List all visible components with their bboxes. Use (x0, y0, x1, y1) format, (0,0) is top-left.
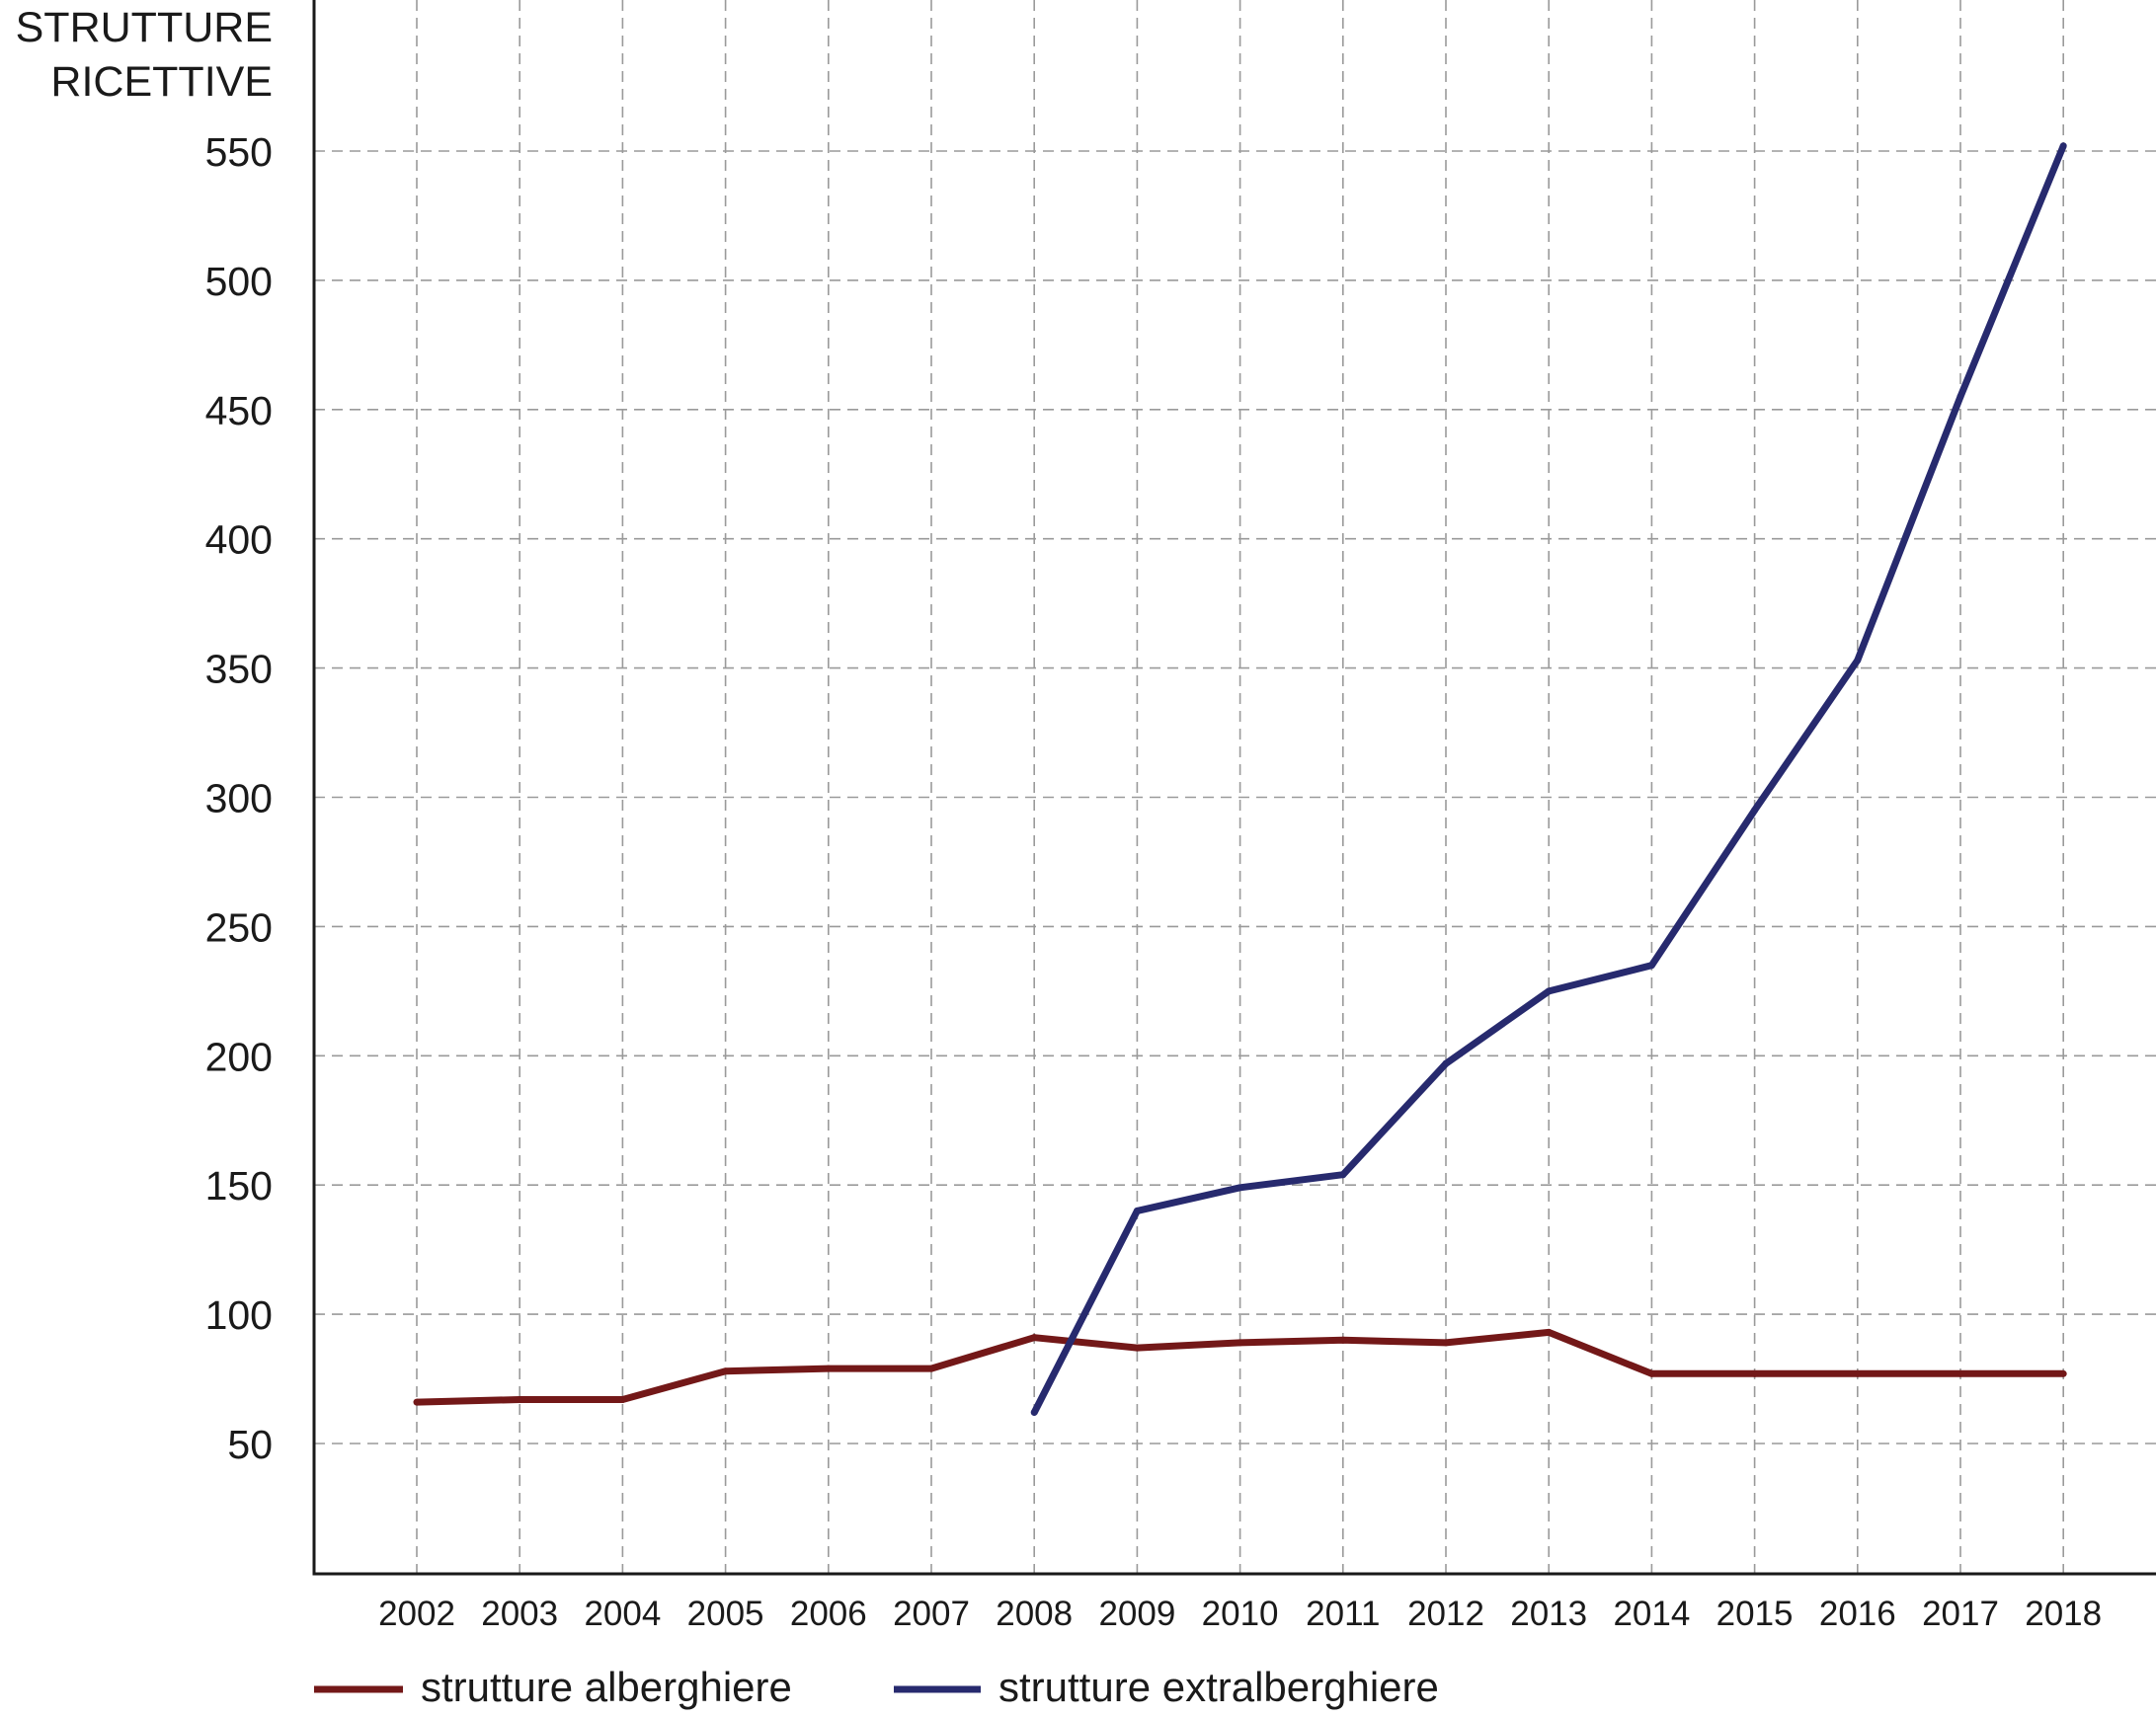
x-tick-label-2011: 2011 (1306, 1595, 1380, 1633)
data-point-alberghiere-2003 (516, 1395, 523, 1403)
grid (314, 0, 2156, 1574)
data-point-extralberghiere-2018 (2059, 142, 2067, 150)
x-tick-label-2009: 2009 (1098, 1595, 1175, 1633)
y-tick-label-200: 200 (205, 1034, 273, 1079)
y-axis-title-line-1: STRUTTURE (16, 4, 273, 51)
data-point-alberghiere-2018 (2059, 1369, 2067, 1377)
data-point-alberghiere-2008 (1030, 1334, 1038, 1342)
y-tick-label-50: 50 (227, 1422, 273, 1467)
data-point-alberghiere-2010 (1237, 1339, 1244, 1347)
data-point-extralberghiere-2009 (1133, 1207, 1141, 1214)
data-point-extralberghiere-2011 (1339, 1171, 1347, 1179)
y-tick-label-300: 300 (205, 776, 273, 821)
x-tick-label-2016: 2016 (1819, 1595, 1896, 1633)
data-point-extralberghiere-2015 (1751, 807, 1759, 815)
series-line-strutture-extralberghiere (1031, 144, 2067, 1415)
data-point-alberghiere-2009 (1133, 1344, 1141, 1352)
data-point-alberghiere-2012 (1442, 1339, 1450, 1347)
data-point-extralberghiere-2016 (1854, 657, 1862, 664)
data-point-alberghiere-2006 (825, 1365, 833, 1372)
y-axis-title-line-2: RICETTIVE (50, 58, 273, 106)
x-tick-label-2004: 2004 (584, 1595, 661, 1633)
x-tick-label-2014: 2014 (1613, 1595, 1690, 1633)
x-tick-label-2018: 2018 (2025, 1595, 2102, 1633)
legend: strutture alberghiere strutture extralbe… (314, 1664, 1439, 1710)
x-tick-label-2012: 2012 (1407, 1595, 1484, 1633)
x-tick-label-2013: 2013 (1510, 1595, 1587, 1633)
data-point-alberghiere-2002 (413, 1398, 421, 1406)
x-tick-label-2010: 2010 (1202, 1595, 1279, 1633)
y-tick-label-100: 100 (205, 1292, 273, 1338)
y-tick-labels: 50 100 150 200 250 300 350 400 450 500 550 (205, 129, 273, 1467)
x-tick-label-2017: 2017 (1922, 1595, 1999, 1633)
x-tick-label-2007: 2007 (893, 1595, 970, 1633)
data-point-alberghiere-2013 (1545, 1328, 1553, 1336)
data-point-extralberghiere-2012 (1442, 1059, 1450, 1067)
x-tick-label-2008: 2008 (996, 1595, 1073, 1633)
x-tick-label-2003: 2003 (481, 1595, 558, 1633)
axes (312, 0, 2156, 1576)
data-point-alberghiere-2014 (1647, 1369, 1655, 1377)
legend-label-strutture-extralberghiere: strutture extralberghiere (998, 1664, 1439, 1710)
y-tick-label-450: 450 (205, 388, 273, 433)
y-tick-label-500: 500 (205, 259, 273, 304)
data-point-alberghiere-2005 (722, 1367, 730, 1375)
data-point-alberghiere-2016 (1854, 1369, 1862, 1377)
data-point-extralberghiere-2008 (1030, 1409, 1038, 1417)
data-point-alberghiere-2015 (1751, 1369, 1759, 1377)
y-tick-label-350: 350 (205, 647, 273, 692)
data-point-extralberghiere-2014 (1647, 962, 1655, 970)
y-tick-label-250: 250 (205, 904, 273, 950)
data-point-extralberghiere-2013 (1545, 987, 1553, 995)
data-point-alberghiere-2011 (1339, 1336, 1347, 1344)
y-tick-label-400: 400 (205, 517, 273, 563)
x-tick-label-2005: 2005 (687, 1595, 764, 1633)
data-point-alberghiere-2007 (927, 1365, 935, 1372)
data-point-alberghiere-2017 (1956, 1369, 1964, 1377)
x-tick-label-2015: 2015 (1717, 1595, 1794, 1633)
y-tick-label-150: 150 (205, 1163, 273, 1209)
data-point-extralberghiere-2010 (1237, 1184, 1244, 1192)
y-axis-title: STRUTTURE RICETTIVE (16, 4, 273, 106)
data-point-extralberghiere-2017 (1956, 393, 1964, 401)
series-lines (413, 142, 2067, 1417)
x-tick-label-2002: 2002 (378, 1595, 455, 1633)
y-tick-label-550: 550 (205, 129, 273, 175)
x-tick-labels: 2002 2003 2004 2005 2006 2007 2008 2009 2010 2011… (378, 1595, 2102, 1633)
legend-label-strutture-alberghiere: strutture alberghiere (421, 1664, 792, 1710)
x-tick-label-2006: 2006 (790, 1595, 867, 1633)
data-point-alberghiere-2004 (618, 1395, 626, 1403)
